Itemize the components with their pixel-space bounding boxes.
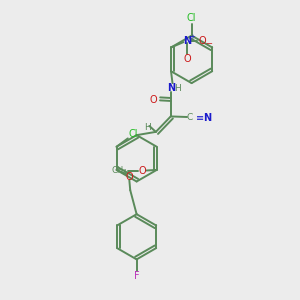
Text: Cl: Cl xyxy=(187,13,196,23)
Text: N: N xyxy=(203,112,211,123)
Text: O: O xyxy=(183,54,191,64)
Text: F: F xyxy=(134,271,140,281)
Text: N: N xyxy=(183,36,191,46)
Text: CH₃: CH₃ xyxy=(112,166,127,175)
Text: O: O xyxy=(138,166,146,176)
Text: ≡: ≡ xyxy=(196,112,204,123)
Text: −: − xyxy=(205,39,212,48)
Text: N: N xyxy=(167,83,175,94)
Text: H: H xyxy=(144,123,151,132)
Text: C: C xyxy=(187,112,193,122)
Text: H: H xyxy=(175,84,181,93)
Text: O: O xyxy=(198,36,206,46)
Text: O: O xyxy=(149,95,157,105)
Text: O: O xyxy=(125,172,133,182)
Text: Cl: Cl xyxy=(129,129,138,139)
Text: +: + xyxy=(190,34,195,40)
